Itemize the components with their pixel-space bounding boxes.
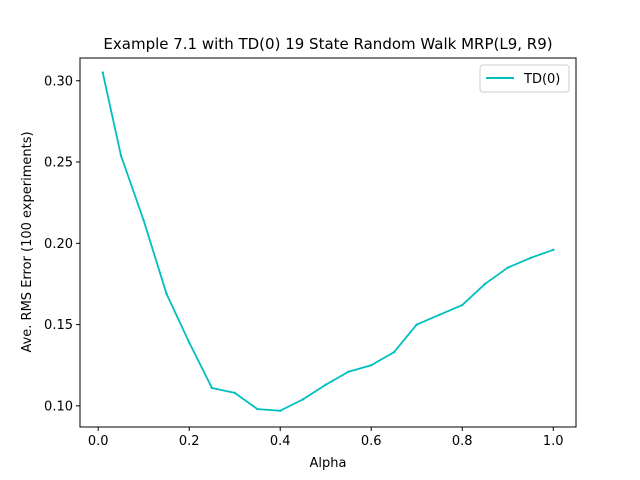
- x-tick-label: 0.4: [270, 434, 291, 449]
- x-axis-label: Alpha: [310, 456, 347, 471]
- x-tick-label: 0.8: [452, 434, 473, 449]
- plot-frame: [79, 57, 577, 428]
- x-tick-label: 0.0: [88, 434, 109, 449]
- x-tick-label: 0.2: [179, 434, 200, 449]
- legend: TD(0): [479, 64, 570, 93]
- x-axis-ticks: 0.0 0.2 0.4 0.6 0.8 1.0: [88, 427, 564, 449]
- x-tick-label: 0.6: [361, 434, 382, 449]
- y-tick-label: 0.25: [44, 156, 73, 171]
- data-point: [370, 364, 373, 367]
- data-point: [438, 313, 441, 317]
- data-point: [279, 409, 282, 412]
- legend-box: [479, 64, 570, 93]
- data-point: [188, 341, 191, 344]
- data-point: [552, 248, 555, 252]
- y-tick-label: 0.15: [44, 318, 73, 333]
- y-tick-label: 0.20: [44, 237, 73, 252]
- y-tick-label: 0.30: [44, 74, 73, 89]
- chart-title: Example 7.1 with TD(0) 19 State Random W…: [103, 35, 552, 53]
- data-point: [483, 282, 487, 286]
- data-point: [347, 370, 350, 373]
- data-point: [165, 292, 168, 295]
- data-point: [392, 351, 396, 354]
- legend-label-td0: TD(0): [523, 72, 560, 87]
- data-point: [461, 303, 464, 307]
- data-point: [324, 383, 327, 386]
- x-tick-label: 1.0: [543, 434, 564, 449]
- y-tick-label: 0.10: [44, 399, 73, 414]
- y-axis-ticks: 0.10 0.15 0.20 0.25 0.30: [44, 74, 80, 414]
- data-point: [233, 391, 236, 395]
- series-layer: [101, 71, 555, 412]
- data-point: [256, 407, 259, 411]
- data-point: [210, 386, 214, 390]
- data-point: [506, 266, 509, 269]
- data-point: [119, 154, 123, 157]
- y-axis-label: Ave. RMS Error (100 experiments): [20, 131, 35, 352]
- data-point: [415, 323, 418, 326]
- data-point: [142, 219, 145, 222]
- data-point: [301, 398, 305, 401]
- data-point: [529, 256, 532, 260]
- data-point: [101, 71, 104, 74]
